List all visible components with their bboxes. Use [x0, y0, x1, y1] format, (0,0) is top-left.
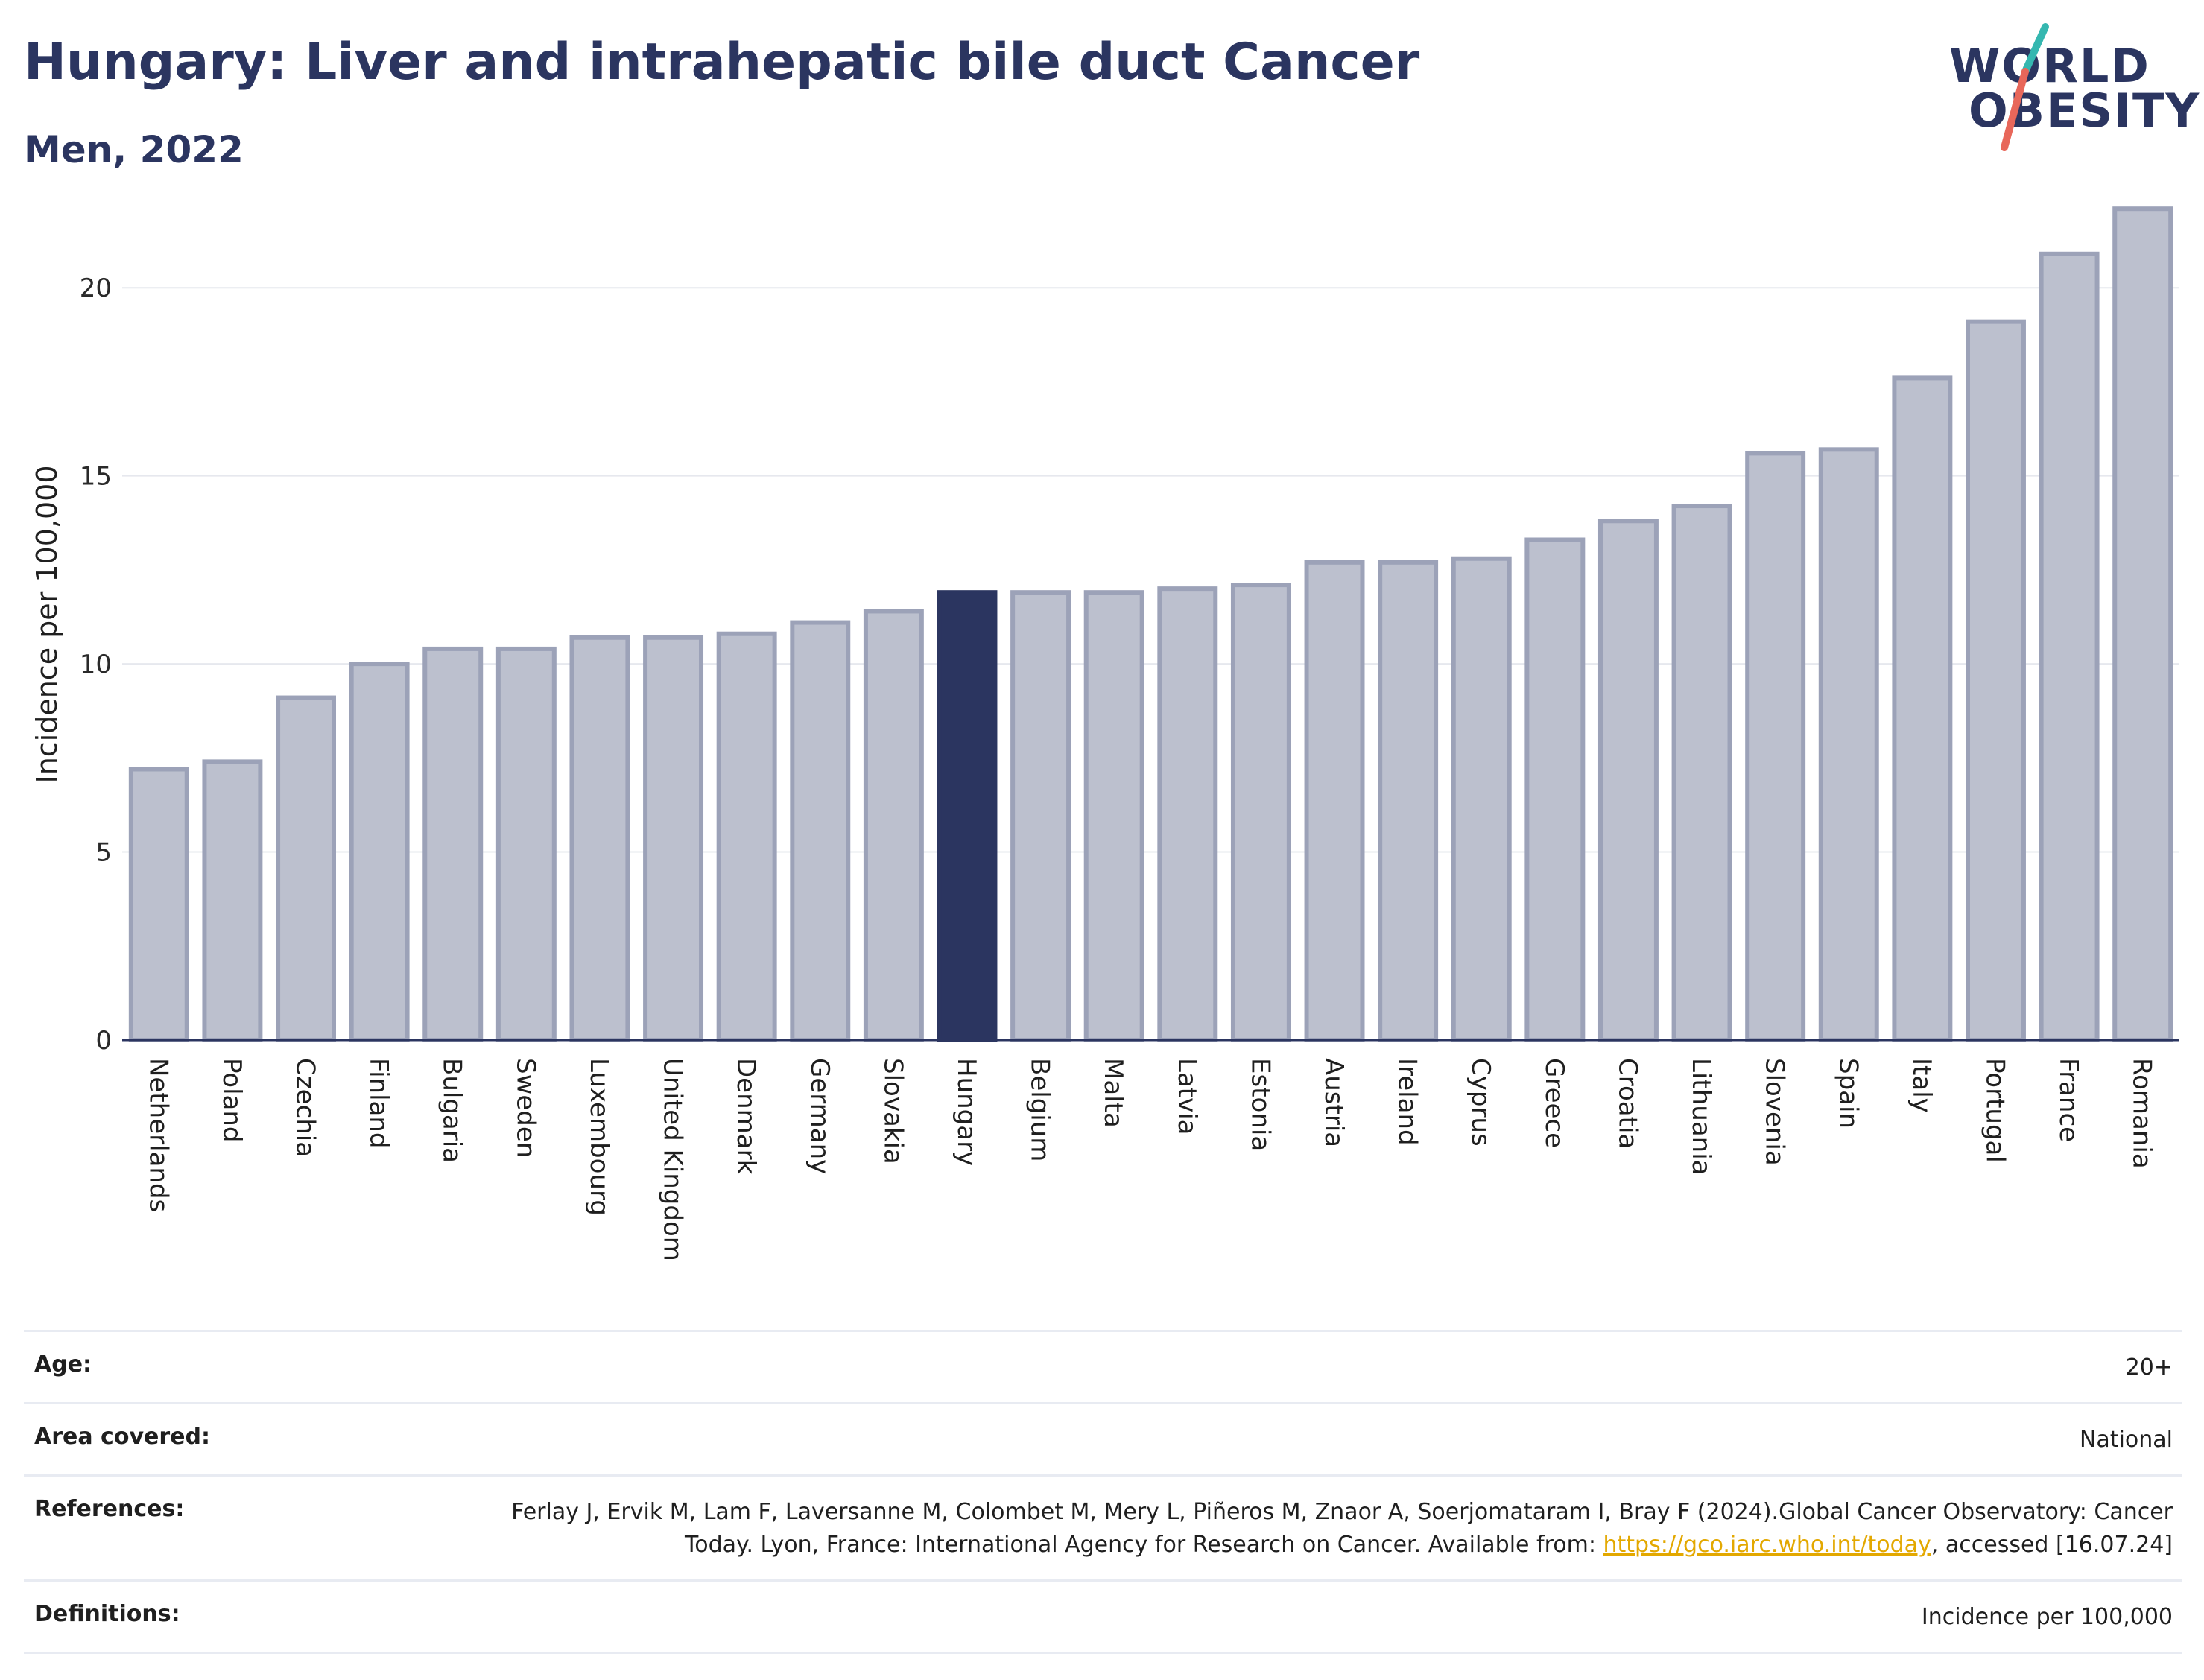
- bar: [495, 646, 557, 1042]
- bar: [1892, 375, 1953, 1042]
- y-tick-label: 0: [95, 1026, 112, 1056]
- bar: [1451, 556, 1512, 1042]
- x-tick-label: Portugal: [1980, 1058, 2010, 1163]
- bar: [1157, 586, 1218, 1042]
- x-tick-label: Slovenia: [1760, 1058, 1790, 1166]
- logo-slash-icon: [2001, 23, 2049, 151]
- x-tick-label: Denmark: [731, 1058, 761, 1175]
- y-tick-label: 5: [95, 838, 112, 868]
- logo-line-1: WORLD: [1949, 39, 2150, 93]
- x-tick-label: Ireland: [1393, 1058, 1422, 1146]
- bar: [1966, 319, 2026, 1042]
- bar: [1230, 583, 1291, 1042]
- bar: [128, 767, 189, 1042]
- bar: [2112, 206, 2173, 1042]
- y-tick-label: 15: [80, 462, 112, 492]
- bar: [2039, 251, 2100, 1042]
- bar: [1304, 560, 1365, 1042]
- x-tick-label: Croatia: [1612, 1058, 1642, 1149]
- x-tick-label: Latvia: [1172, 1058, 1202, 1135]
- x-tick-label: Netherlands: [143, 1058, 173, 1212]
- bar: [422, 646, 484, 1042]
- x-tick-label: Greece: [1539, 1058, 1569, 1148]
- x-tick-label: Austria: [1319, 1058, 1349, 1147]
- references-label: References:: [34, 1496, 185, 1522]
- references-link[interactable]: https://gco.iarc.who.int/today: [1603, 1532, 1931, 1558]
- x-tick-label: Poland: [217, 1058, 247, 1143]
- x-tick-label: Lithuania: [1686, 1058, 1716, 1175]
- x-tick-label: France: [2053, 1058, 2083, 1142]
- references-value: Ferlay J, Ervik M, Lam F, Laversanne M, …: [459, 1496, 2173, 1562]
- x-tick-label: Luxembourg: [584, 1058, 614, 1216]
- bar: [716, 631, 777, 1042]
- x-tick-label: Finland: [364, 1058, 393, 1149]
- x-tick-label: Estonia: [1245, 1058, 1275, 1151]
- y-tick-label: 20: [80, 273, 112, 303]
- references-tail: , accessed [16.07.24]: [1931, 1532, 2173, 1558]
- bar: [1597, 519, 1659, 1042]
- metadata-table: Age: 20+ Area covered: National Referenc…: [24, 1330, 2182, 1654]
- age-value: 20+: [2125, 1354, 2173, 1381]
- bar: [1010, 590, 1071, 1042]
- y-axis-label: Incidence per 100,000: [31, 465, 63, 783]
- page-subtitle: Men, 2022: [24, 128, 244, 171]
- bar: [1818, 447, 1879, 1042]
- area-value: National: [2079, 1427, 2173, 1453]
- x-tick-label: Czechia: [291, 1058, 320, 1157]
- definitions-label: Definitions:: [34, 1601, 180, 1627]
- world-obesity-logo: WORLD OBESITY: [1937, 21, 2199, 162]
- references-text: Ferlay J, Ervik M, Lam F, Laversanne M, …: [511, 1499, 2173, 1558]
- x-tick-label: Sweden: [510, 1058, 540, 1158]
- bar: [1378, 560, 1439, 1042]
- x-tick-label: Belgium: [1025, 1058, 1055, 1161]
- x-tick-label: Cyprus: [1466, 1058, 1495, 1147]
- bar: [1671, 504, 1732, 1042]
- bar: [790, 620, 851, 1042]
- x-tick-label: Bulgaria: [437, 1058, 467, 1163]
- x-tick-label: Italy: [1907, 1058, 1937, 1113]
- x-tick-label: Spain: [1833, 1058, 1863, 1129]
- x-tick-label: Romania: [2127, 1058, 2157, 1169]
- meta-row-area: Area covered: National: [24, 1402, 2182, 1474]
- bar: [1745, 451, 1806, 1042]
- meta-row-age: Age: 20+: [24, 1330, 2182, 1402]
- page-title: Hungary: Liver and intrahepatic bile duc…: [24, 33, 1420, 92]
- bar-chart: 0 5 10 15 20 Incidence per 100,000 Netherlands…: [31, 206, 2179, 1261]
- x-tick-label: Germany: [805, 1058, 835, 1174]
- y-tick-label: 10: [80, 650, 112, 679]
- meta-row-references: References: Ferlay J, Ervik M, Lam F, La…: [24, 1474, 2182, 1579]
- definitions-value: Incidence per 100,000: [1921, 1604, 2173, 1630]
- meta-row-definitions: Definitions: Incidence per 100,000: [24, 1579, 2182, 1654]
- bar: [1083, 590, 1144, 1042]
- bar: [202, 759, 263, 1042]
- bar: [643, 635, 704, 1042]
- area-label: Area covered:: [34, 1424, 210, 1450]
- x-tick-label: Hungary: [951, 1058, 981, 1166]
- x-tick-label: United Kingdom: [658, 1058, 688, 1261]
- x-tick-label: Slovakia: [878, 1058, 908, 1164]
- bar: [569, 635, 630, 1042]
- bar: [276, 695, 336, 1042]
- age-label: Age:: [34, 1351, 92, 1378]
- bar: [1524, 537, 1586, 1042]
- bar: [863, 609, 924, 1042]
- bar: [937, 590, 998, 1042]
- x-tick-label: Malta: [1098, 1058, 1128, 1128]
- bar: [349, 662, 410, 1042]
